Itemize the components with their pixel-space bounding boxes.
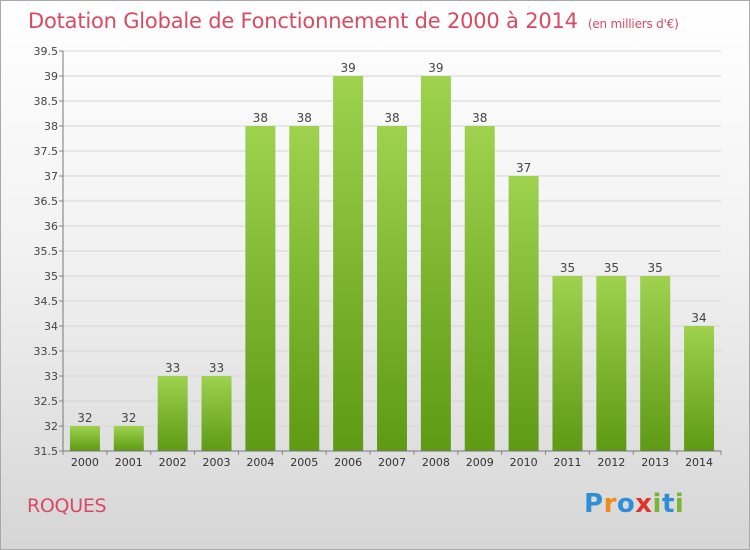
- data-label-2010: 37: [516, 161, 531, 175]
- data-labels: 32 32 33 33 38 38 39 38 39 38 37 35 35 35 34: [77, 61, 706, 425]
- logo-letter: o: [616, 489, 636, 519]
- x-tick-label-2010: 2010: [510, 456, 538, 469]
- bar-2014: [684, 326, 715, 451]
- x-tick-label-2008: 2008: [422, 456, 450, 469]
- logo-letter: r: [603, 489, 617, 519]
- data-label-2011: 35: [560, 261, 575, 275]
- logo-letter: t: [661, 489, 675, 519]
- y-tick-label: 33: [44, 370, 58, 383]
- y-tick-label: 36.5: [34, 195, 59, 208]
- y-tick-label: 33.5: [34, 345, 59, 358]
- data-label-2009: 38: [472, 111, 487, 125]
- data-label-2008: 39: [428, 61, 443, 75]
- x-tick-label-2003: 2003: [203, 456, 231, 469]
- x-tick-label-2002: 2002: [159, 456, 187, 469]
- y-tick-label: 34.5: [34, 295, 59, 308]
- y-tick-label: 36: [44, 220, 58, 233]
- y-tick-label: 35: [44, 270, 58, 283]
- x-axis-ticks: 2000 2001 2002 2003 2004 2005 2006 2007 2008 2009…: [62, 451, 722, 469]
- data-label-2004: 38: [253, 111, 268, 125]
- y-tick-label: 38.5: [34, 95, 59, 108]
- x-tick-label-2006: 2006: [334, 456, 362, 469]
- x-tick-label-2012: 2012: [597, 456, 625, 469]
- y-tick-label: 38: [44, 120, 58, 133]
- y-tick-label: 32: [44, 420, 58, 433]
- bar-2004: [245, 126, 276, 451]
- data-label-2006: 39: [340, 61, 355, 75]
- x-tick-label-2013: 2013: [641, 456, 669, 469]
- y-tick-label: 31.5: [34, 445, 59, 458]
- data-label-2003: 33: [209, 361, 224, 375]
- bar-2007: [377, 126, 407, 451]
- commune-name: ROQUES: [27, 495, 107, 517]
- x-tick-label-2005: 2005: [290, 456, 318, 469]
- data-label-2001: 32: [121, 411, 136, 425]
- x-tick-label-2000: 2000: [71, 456, 99, 469]
- bar-2000: [69, 426, 100, 451]
- bar-2013: [640, 276, 671, 451]
- bar-2002: [157, 376, 188, 451]
- proxiti-logo: Proxiti: [584, 489, 684, 519]
- data-label-2002: 33: [165, 361, 180, 375]
- bar-2012: [596, 276, 627, 451]
- data-label-2007: 38: [384, 111, 399, 125]
- y-tick-label: 37.5: [34, 145, 59, 158]
- y-tick-label: 39: [44, 70, 58, 83]
- data-label-2014: 34: [691, 311, 706, 325]
- data-label-2000: 32: [77, 411, 92, 425]
- x-tick-label-2001: 2001: [115, 456, 143, 469]
- y-tick-label: 35.5: [34, 245, 59, 258]
- data-label-2005: 38: [297, 111, 312, 125]
- bar-2008: [420, 76, 451, 451]
- y-tick-label: 37: [44, 170, 58, 183]
- bar-2011: [552, 276, 583, 451]
- bar-2003: [201, 376, 232, 451]
- bar-2001: [113, 426, 144, 451]
- logo-letter: i: [674, 489, 685, 519]
- data-label-2013: 35: [648, 261, 663, 275]
- y-tick-label: 34: [44, 320, 58, 333]
- chart-unit-label: (en milliers d'€): [587, 17, 679, 31]
- x-tick-label-2004: 2004: [246, 456, 274, 469]
- chart-title: Dotation Globale de Fonctionnement de 20…: [28, 9, 679, 33]
- bars: [69, 76, 715, 451]
- y-axis-ticks: 31.5 32 32.5 33 33.5 34 34.5 35 35.5 36 36.5 37 37.5…: [34, 45, 63, 458]
- logo-letter: x: [635, 489, 653, 519]
- x-tick-label-2009: 2009: [466, 456, 494, 469]
- y-tick-label: 32.5: [34, 395, 59, 408]
- bar-2010: [508, 176, 539, 451]
- chart-title-text: Dotation Globale de Fonctionnement de 20…: [28, 9, 578, 33]
- logo-letter: P: [584, 489, 604, 519]
- y-tick-label: 39.5: [34, 45, 59, 58]
- data-label-2012: 35: [604, 261, 619, 275]
- x-tick-label-2007: 2007: [378, 456, 406, 469]
- x-tick-label-2014: 2014: [685, 456, 713, 469]
- logo-letter: i: [652, 489, 662, 519]
- bar-2009: [464, 126, 495, 451]
- x-tick-label-2011: 2011: [553, 456, 581, 469]
- bar-2005: [289, 126, 320, 451]
- bar-2006: [333, 76, 364, 451]
